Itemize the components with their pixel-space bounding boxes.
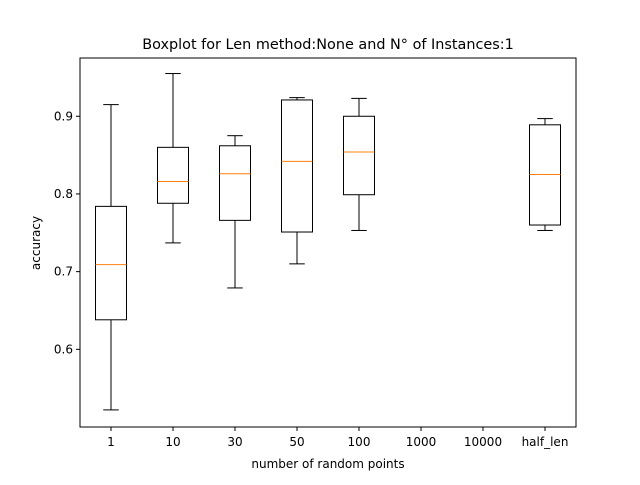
- box-50: [281, 97, 313, 265]
- x-axis-label: number of random points: [251, 457, 404, 471]
- chart-title: Boxplot for Len method:None and N° of In…: [142, 37, 513, 53]
- x-tick-label: 10000: [464, 435, 502, 449]
- y-axis-label: accuracy: [29, 216, 43, 270]
- x-tick-label: 1: [107, 435, 115, 449]
- box-30: [219, 135, 251, 289]
- y-axis-ticks: 0.6 0.7 0.8 0.9: [54, 109, 80, 356]
- box-rect: [343, 115, 375, 196]
- x-tick-label: 1000: [406, 435, 437, 449]
- box-half-len: [529, 118, 561, 231]
- box-rect: [219, 145, 251, 221]
- plot-area: [95, 73, 561, 411]
- y-tick-label: 0.6: [54, 342, 73, 356]
- x-tick-label: half_len: [522, 435, 569, 449]
- box-rect: [157, 146, 189, 204]
- x-tick-label: 30: [227, 435, 242, 449]
- box-10: [157, 73, 189, 244]
- y-tick-label: 0.7: [54, 265, 73, 279]
- y-tick-label: 0.8: [54, 187, 73, 201]
- axes-frame: [79, 57, 577, 428]
- box-100: [343, 97, 375, 231]
- x-tick-label: 100: [348, 435, 371, 449]
- y-tick-label: 0.9: [54, 109, 73, 123]
- x-axis-ticks: 1 10 30 50 100 1000 10000 half_len: [107, 427, 568, 449]
- box-rect: [95, 205, 127, 321]
- box-1: [95, 104, 127, 411]
- box-rect: [281, 99, 313, 233]
- x-tick-label: 50: [289, 435, 304, 449]
- x-tick-label: 10: [165, 435, 180, 449]
